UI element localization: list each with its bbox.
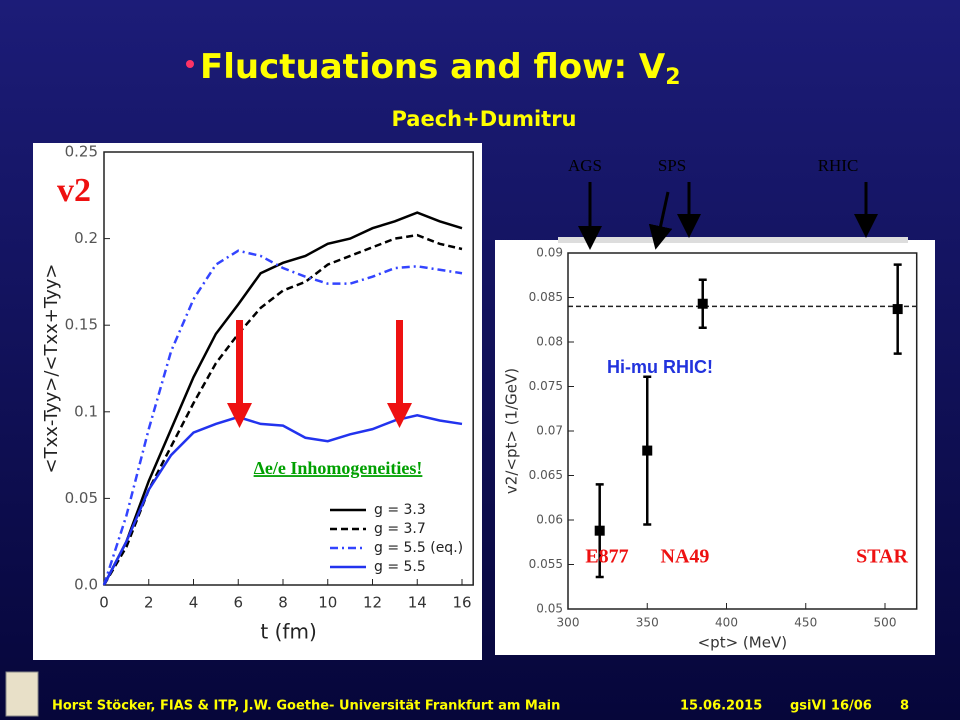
legend-label: g = 5.5 (eq.): [374, 540, 463, 556]
footer-page: 8: [900, 699, 909, 714]
y-tick-label: 0.2: [74, 229, 98, 247]
arrow-label: RHIC: [818, 156, 859, 175]
y-tick-label: 0.07: [536, 424, 563, 438]
y-tick-label: 0.075: [529, 379, 563, 393]
y-tick-label: 0.15: [65, 316, 98, 334]
point-label: STAR: [856, 546, 908, 568]
data-point: [697, 298, 708, 309]
series-line: [102, 233, 463, 586]
legend-label: g = 5.5: [374, 559, 426, 575]
y-axis-label: v2/<pt> (1/GeV): [503, 368, 521, 494]
x-tick-label: 400: [715, 616, 738, 630]
annotation: Hi-mu RHIC!: [607, 357, 713, 377]
y-tick-label: 0.25: [65, 143, 98, 161]
arrow: [648, 191, 673, 250]
y-tick-label: 0.09: [536, 246, 563, 260]
point-label: NA49: [661, 546, 710, 568]
x-axis-label: t (fm): [260, 620, 316, 644]
left-panel: [33, 143, 482, 660]
red-arrow: [396, 320, 403, 405]
annotation: Δe/e Inhomogeneities!: [254, 458, 423, 478]
x-tick-label: 0: [99, 594, 109, 612]
arrow-label: SPS: [658, 156, 686, 175]
x-tick-label: 12: [363, 594, 382, 612]
data-point: [642, 445, 653, 456]
x-tick-label: 8: [278, 594, 288, 612]
y-tick-label: 0.085: [529, 290, 563, 304]
clipped-figure-edge: [558, 237, 908, 243]
x-tick-label: 450: [794, 616, 817, 630]
series-line: [102, 249, 463, 586]
x-tick-label: 500: [874, 616, 897, 630]
x-tick-label: 6: [233, 594, 243, 612]
y-tick-label: 0.0: [74, 576, 98, 594]
footer-event: gsiVI 16/06: [790, 699, 872, 714]
subtitle: Paech+Dumitru: [391, 107, 576, 131]
y-tick-label: 0.065: [529, 468, 563, 482]
x-axis-label: <pt> (MeV): [698, 634, 787, 652]
y-tick-label: 0.06: [536, 513, 563, 527]
red-arrow: [236, 320, 243, 405]
y-axis-label: <Txx-Tyy>/<Txx+Tyy>: [41, 264, 62, 474]
y-tick-label: 0.05: [65, 489, 98, 507]
x-tick-label: 300: [557, 616, 580, 630]
x-tick-label: 350: [636, 616, 659, 630]
x-tick-label: 10: [318, 594, 337, 612]
y-tick-label: 0.055: [529, 557, 563, 571]
red-arrow-head: [227, 403, 252, 428]
annotation: v2: [57, 172, 91, 209]
data-point: [892, 304, 903, 315]
title: Fluctuations and flow: V2: [200, 47, 681, 91]
red-arrow-head: [387, 403, 412, 428]
right-chart: 0.05 0.055 0.06 0.065 0.07 0.075 0.08 0.085 0.09…: [503, 246, 918, 652]
bullet: [186, 60, 194, 68]
plot-frame: [103, 151, 474, 586]
logo: [5, 671, 39, 717]
legend-label: g = 3.3: [374, 502, 426, 518]
series-line: [102, 211, 463, 586]
data-point: [594, 525, 605, 536]
y-tick-label: 0.08: [536, 335, 563, 349]
legend-label: g = 3.7: [374, 521, 426, 537]
footer-author: Horst Stöcker, FIAS & ITP, J.W. Goethe- …: [52, 699, 560, 714]
y-tick-label: 0.05: [536, 602, 563, 616]
y-tick-label: 0.1: [74, 402, 98, 420]
arrow-label: AGS: [568, 156, 602, 175]
footer-date: 15.06.2015: [680, 699, 762, 714]
x-tick-label: 4: [189, 594, 199, 612]
red-arrows: [227, 320, 412, 428]
x-tick-label: 14: [408, 594, 427, 612]
point-label: E877: [585, 546, 628, 568]
x-tick-label: 16: [452, 594, 471, 612]
x-tick-label: 2: [144, 594, 154, 612]
